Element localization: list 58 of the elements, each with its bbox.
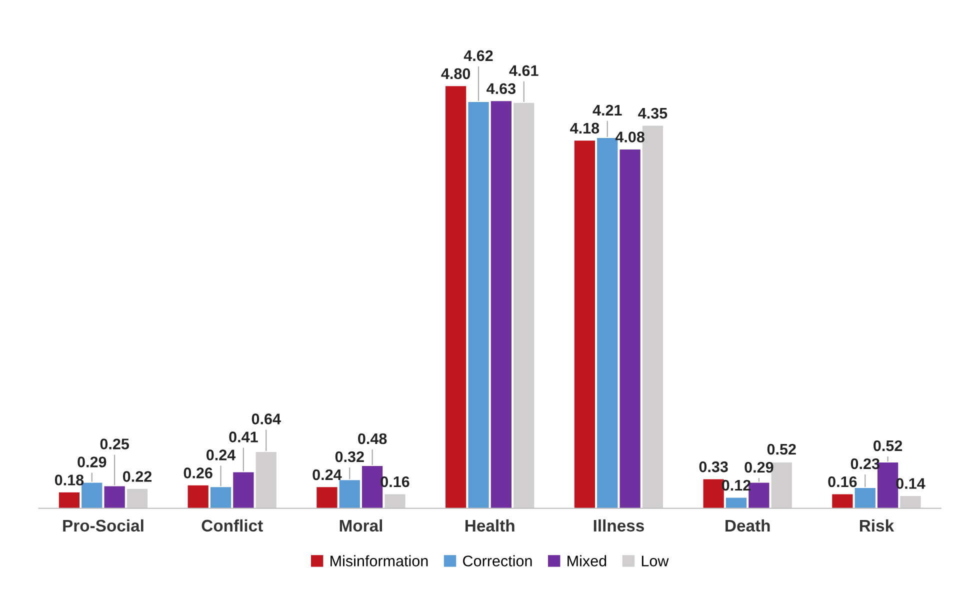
data-label: 0.29	[744, 462, 774, 473]
bar	[574, 140, 596, 508]
bar	[468, 102, 489, 508]
legend-label: Low	[642, 556, 669, 566]
x-tick-label: Pro-Social	[63, 519, 144, 532]
x-tick-label: Death	[726, 519, 770, 532]
bar	[703, 479, 724, 508]
bar	[748, 482, 770, 508]
data-label: 0.52	[767, 444, 796, 455]
data-label: 0.29	[78, 456, 106, 468]
data-label: 0.26	[184, 468, 212, 478]
x-tick-label: Risk	[860, 519, 894, 532]
x-tick-label: Health	[466, 519, 514, 532]
x-tick-label: Conflict	[202, 519, 263, 532]
bar	[900, 496, 921, 508]
data-label: 0.52	[874, 440, 902, 452]
data-label: 0.24	[312, 469, 342, 480]
bar	[339, 480, 360, 508]
data-label: 4.61	[509, 65, 538, 76]
bar	[490, 101, 512, 508]
data-label: 4.18	[570, 122, 600, 134]
data-label: 4.80	[441, 68, 470, 80]
bar	[233, 472, 254, 508]
data-label: 0.18	[54, 474, 84, 486]
x-tick-label: Moral	[340, 519, 382, 532]
x-tick-label: Illness	[594, 519, 644, 532]
data-label: 0.32	[335, 451, 364, 462]
bar	[726, 498, 747, 508]
data-label: 0.48	[358, 433, 387, 444]
data-label: 4.35	[638, 108, 668, 119]
legend-label: Mixed	[568, 555, 606, 566]
bar	[854, 488, 876, 508]
data-label: 4.62	[464, 50, 493, 62]
bar	[620, 149, 640, 508]
data-label: 0.24	[206, 450, 236, 460]
data-label: 4.63	[486, 83, 516, 94]
legend-label: Correction	[463, 555, 532, 566]
bar	[832, 494, 853, 508]
bar	[58, 492, 80, 508]
bar	[384, 494, 406, 508]
bar	[210, 487, 232, 508]
legend-label: Misinformation	[330, 555, 428, 566]
data-label: 0.33	[699, 461, 728, 472]
bar	[316, 487, 338, 508]
data-label: 4.08	[615, 132, 644, 142]
bar	[446, 86, 466, 508]
data-label: 0.64	[252, 414, 281, 424]
data-label: 0.23	[850, 458, 880, 470]
data-label: 4.21	[592, 104, 622, 116]
data-label: 0.41	[229, 432, 258, 442]
bar	[126, 488, 148, 508]
bar	[256, 452, 276, 508]
bar	[514, 102, 534, 508]
data-label: 0.22	[122, 471, 152, 482]
data-label: 0.25	[100, 438, 130, 450]
data-label: 0.16	[828, 476, 857, 488]
bar	[104, 486, 125, 508]
bar	[188, 485, 208, 508]
